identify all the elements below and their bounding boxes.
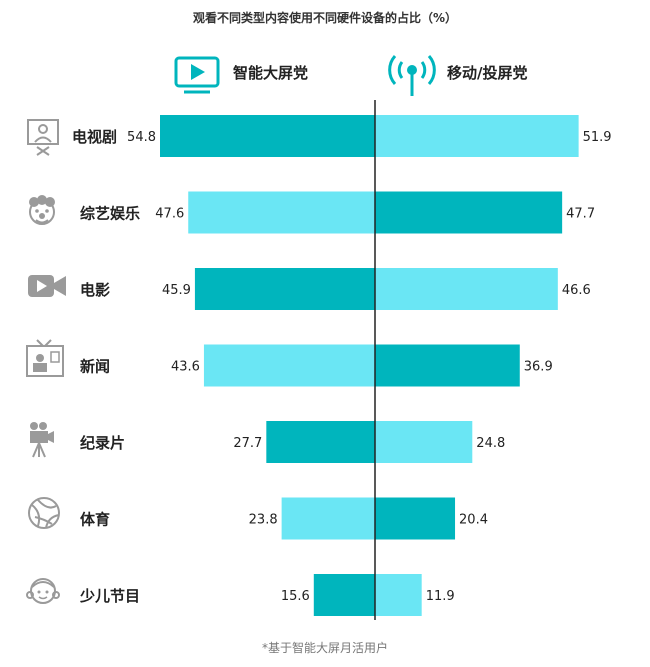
tv-drama-icon (27, 119, 59, 156)
legend-right: 移动/投屏党 (388, 55, 527, 96)
bars-layer: 54.8 51.9 电视剧 47.6 47.7 综艺娱乐 45.9 46.6 电影 43.6 36.… (72, 115, 612, 616)
bar-right (375, 574, 422, 616)
category-label: 电影 (80, 281, 110, 299)
legend-left: 智能大屏党 (174, 56, 308, 94)
value-label-left: 54.8 (127, 130, 156, 145)
value-label-right: 24.8 (476, 436, 505, 451)
category-label: 体育 (80, 511, 110, 529)
value-label-left: 23.8 (249, 513, 278, 528)
bar-left (188, 191, 375, 234)
value-label-right: 47.7 (566, 207, 595, 222)
value-label-right: 51.9 (583, 130, 612, 145)
bar-left (266, 421, 375, 463)
film-camera-icon (30, 422, 54, 458)
child-face-icon (26, 578, 60, 604)
legend-left-label: 智能大屏党 (233, 64, 308, 82)
category-label: 综艺娱乐 (80, 205, 140, 223)
signal-tower-icon (388, 55, 436, 96)
bar-right (375, 191, 563, 234)
bar-right (375, 268, 558, 310)
value-label-left: 45.9 (162, 283, 191, 298)
bar-right (375, 497, 456, 540)
value-label-right: 11.9 (426, 589, 455, 604)
tv-news-icon (26, 339, 64, 377)
tv-icon (174, 56, 220, 94)
bar-right (375, 115, 579, 157)
value-label-left: 43.6 (171, 360, 200, 375)
footnote: *基于智能大屏月活用户 (262, 640, 388, 655)
bar-right (375, 421, 473, 463)
value-label-left: 47.6 (155, 207, 184, 222)
value-label-left: 27.7 (233, 436, 262, 451)
category-label: 纪录片 (80, 434, 125, 452)
category-label: 少儿节目 (79, 587, 140, 605)
bar-left (160, 115, 375, 157)
bar-left (203, 344, 375, 387)
value-label-right: 20.4 (459, 513, 488, 528)
ball-icon (28, 497, 60, 529)
category-label: 新闻 (80, 358, 110, 376)
clown-icon (29, 195, 55, 225)
category-label: 电视剧 (72, 128, 117, 146)
value-label-right: 46.6 (562, 283, 591, 298)
value-label-right: 36.9 (524, 360, 553, 375)
value-label-left: 15.6 (281, 589, 310, 604)
chart-title: 观看不同类型内容使用不同硬件设备的占比（%） (193, 10, 457, 25)
legend-right-label: 移动/投屏党 (447, 64, 527, 82)
bar-left (313, 574, 375, 616)
video-camera-icon (28, 275, 66, 297)
bar-left (281, 497, 375, 540)
bar-left (194, 268, 375, 310)
bar-right (375, 344, 520, 387)
